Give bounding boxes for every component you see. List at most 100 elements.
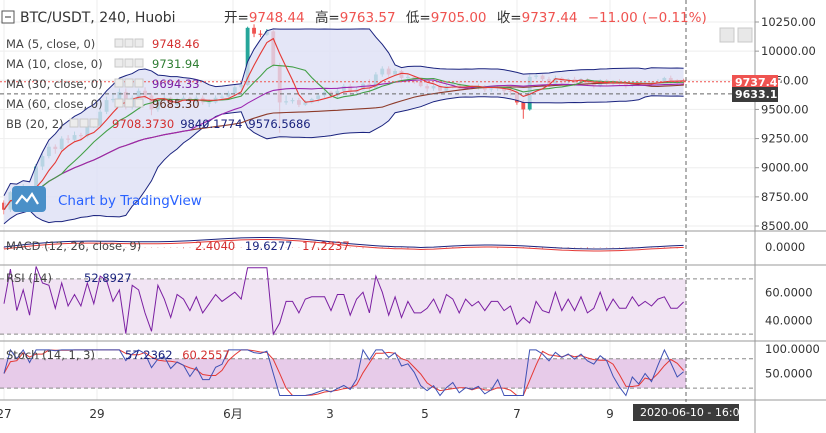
watermark-text: Chart by TradingView <box>58 193 202 209</box>
crosshair-price-tag-bg <box>732 87 778 102</box>
time-tick-label: 9 <box>606 407 614 421</box>
legend-value: 9708.3730 <box>112 117 174 131</box>
ohlc-readout: 开=9748.44 高=9763.57 低=9705.00 收=9737.44 … <box>224 9 707 26</box>
price-tick-label: 8500.00 <box>761 219 809 233</box>
legend-value: 9748.46 <box>152 37 200 51</box>
legend-widget-icon <box>134 38 144 48</box>
last-price-tag: 9737.44 <box>735 76 785 89</box>
header: BTC/USDT, 240, Huobi 开=9748.44 高=9763.57… <box>1 9 707 26</box>
legend-widget-icon <box>134 98 144 108</box>
rsi-legend: RSI (14) 52.8927 <box>6 271 132 285</box>
open-label: 开= <box>224 10 249 26</box>
low-label: 低= <box>406 10 431 26</box>
legend-label: MA (5, close, 0) <box>6 37 95 51</box>
macd-signal-line <box>3 239 684 252</box>
open-value: 9748.44 <box>249 10 305 26</box>
high-label: 高= <box>315 9 340 26</box>
legend-widget-icon <box>134 58 144 68</box>
main-legend: MA (5, close, 0) 9748.46 MA (10, close, 0)… <box>6 37 311 131</box>
stoch-tick-label: 50.0000 <box>765 366 813 380</box>
candle-body <box>252 27 256 34</box>
macd-values: 2.4040 19.6277 17.2237 <box>195 239 350 253</box>
time-tick-label: 7 <box>513 407 521 421</box>
price-tick-label: 10250.00 <box>761 15 816 29</box>
price-tick-label: 9000.00 <box>761 161 809 175</box>
tradingview-logo-mark <box>15 191 39 205</box>
legend-value: 9840.1774 <box>180 117 242 131</box>
time-tick-label: 29 <box>89 407 104 421</box>
ma30-line <box>3 79 684 211</box>
last-price-tag-bg <box>732 75 778 90</box>
candle-body <box>245 27 250 85</box>
legend-widget-icon <box>114 38 124 48</box>
legend-label: MA (10, close, 0) <box>6 57 103 71</box>
candle-body <box>521 102 526 110</box>
indicators <box>0 0 755 402</box>
legend-widget-icon <box>79 118 89 128</box>
legend-label: BB (20, 2) <box>6 117 64 131</box>
crosshair-price-tag: 9633.10 <box>735 88 785 101</box>
rsi-tick-label: 40.0000 <box>765 313 813 327</box>
macd-value-1: 2.4040 <box>195 239 235 253</box>
bollinger-band-fill <box>4 28 684 224</box>
legend-widget-icon <box>134 78 144 88</box>
time-tag: 2020-06-10 - 16:00 <box>640 406 747 419</box>
rsi-band-fill <box>0 278 686 335</box>
stoch-tick-label: 100.0000 <box>765 342 820 356</box>
macd-legend: MACD (12, 26, close, 9) 2.4040 19.6277 1… <box>6 239 350 253</box>
legend-widget-icon <box>69 118 79 128</box>
close-icon[interactable] <box>737 27 753 43</box>
price-tick-label: 8750.00 <box>761 190 809 204</box>
legend-value: 9576.5686 <box>248 117 310 131</box>
time-tick-label: 3 <box>326 407 334 421</box>
rsi-label: RSI (14) <box>6 271 52 285</box>
change-value: −11.00 (−0.11%) <box>588 10 707 26</box>
macd-value-2: 19.6277 <box>245 239 293 253</box>
stoch-value-d: 60.2557 <box>182 348 230 362</box>
stoch-legend: Stoch (14, 1, 3) 57.2362 60.2557 <box>6 348 230 362</box>
legend-value: 9694.33 <box>152 77 200 91</box>
legend-widget-icon <box>114 98 124 108</box>
rsi-line <box>3 266 684 336</box>
legend-widget-icon <box>124 38 134 48</box>
legend-widget-icon <box>124 98 134 108</box>
legend-widget-icon <box>114 78 124 88</box>
close-value: 9737.44 <box>522 10 578 26</box>
high-value: 9763.57 <box>340 10 396 26</box>
legend-label: MA (30, close, 0) <box>6 77 103 91</box>
legend-value: 9685.30 <box>152 97 200 111</box>
price-tick-label: 9500.00 <box>761 102 809 116</box>
time-tick-label: 5 <box>421 407 429 421</box>
ma10-line <box>3 64 684 211</box>
low-value: 9705.00 <box>431 10 487 26</box>
time-tick-label: 6月 <box>223 407 243 421</box>
macd-value-3: 17.2237 <box>302 239 350 253</box>
time-tag-bg <box>633 404 739 421</box>
tradingview-watermark[interactable]: Chart by TradingView <box>12 186 202 212</box>
stoch-values: 57.2362 60.2557 <box>125 348 230 362</box>
settings-icon[interactable] <box>719 27 735 43</box>
stoch-band-fill <box>0 358 686 389</box>
corner-widgets <box>719 27 753 43</box>
legend-widget-icon <box>124 58 134 68</box>
close-label: 收= <box>497 10 522 26</box>
symbol-title: BTC/USDT, 240, Huobi <box>20 10 176 26</box>
price-tick-label: 10000.00 <box>761 44 816 58</box>
stoch-value-k: 57.2362 <box>125 348 173 362</box>
legend-widget-icon <box>124 78 134 88</box>
macd-line <box>3 237 684 250</box>
legend-value: 9731.94 <box>152 57 200 71</box>
legend-values: 9708.3730 9840.1774 9576.5686 <box>112 117 311 131</box>
legend-label: MA (60, close, 0) <box>6 97 103 111</box>
legend-widget-icon <box>114 58 124 68</box>
stoch-label: Stoch (14, 1, 3) <box>6 348 95 362</box>
price-tags: 9737.44 9633.10 2020-06-10 - 16:00 <box>633 75 785 421</box>
macd-label: MACD (12, 26, close, 9) <box>6 239 141 253</box>
price-tick-label: 9250.00 <box>761 132 809 146</box>
candle-body <box>258 33 263 35</box>
time-tick-label: 27 <box>0 407 12 421</box>
bollinger-lower-line <box>3 95 684 225</box>
legend-widget-icon <box>89 118 99 128</box>
